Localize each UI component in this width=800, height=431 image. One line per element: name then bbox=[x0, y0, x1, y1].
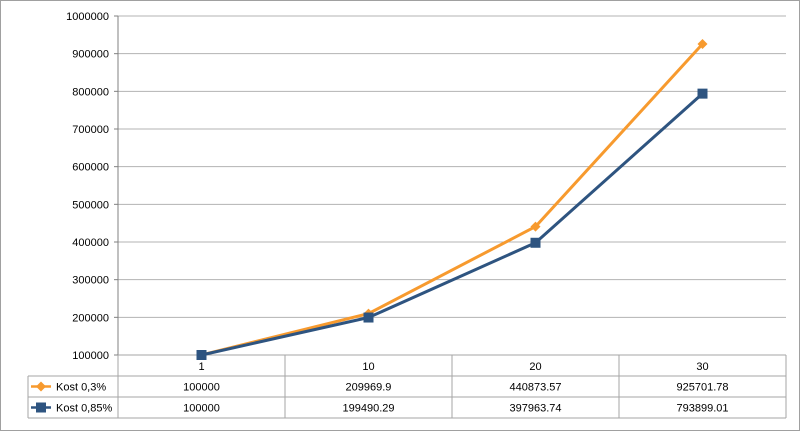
y-tick-label: 600000 bbox=[72, 162, 109, 174]
x-tick-label: 30 bbox=[696, 361, 708, 373]
table-value: 397963.74 bbox=[510, 403, 562, 415]
legend-label: Kost 0,3% bbox=[56, 382, 106, 394]
x-tick-label: 1 bbox=[198, 361, 204, 373]
y-tick-label: 100000 bbox=[72, 350, 109, 362]
y-tick-label: 400000 bbox=[72, 237, 109, 249]
y-tick-label: 300000 bbox=[72, 275, 109, 287]
legend-key-marker bbox=[36, 402, 46, 413]
data-point bbox=[363, 312, 374, 323]
data-point bbox=[530, 221, 541, 232]
series-line bbox=[201, 42, 704, 357]
y-tick-label: 700000 bbox=[72, 124, 109, 136]
x-tick-label: 10 bbox=[362, 361, 374, 373]
y-tick-label: 200000 bbox=[72, 312, 109, 324]
data-point bbox=[697, 88, 708, 99]
legend-label: Kost 0,85% bbox=[56, 403, 112, 415]
table-value: 209969.9 bbox=[346, 382, 392, 394]
table-value: 440873.57 bbox=[510, 382, 562, 394]
data-point bbox=[530, 237, 541, 248]
series-line bbox=[201, 92, 704, 357]
data-point bbox=[196, 350, 207, 360]
table-value: 100000 bbox=[183, 403, 220, 415]
y-tick-label: 800000 bbox=[72, 86, 109, 98]
table-value: 100000 bbox=[183, 382, 220, 394]
data-point bbox=[697, 38, 708, 49]
table-value: 199490.29 bbox=[343, 403, 395, 415]
y-tick-label: 900000 bbox=[72, 49, 109, 61]
y-tick-label: 1000000 bbox=[66, 11, 109, 23]
legend-key-marker bbox=[36, 381, 46, 392]
table-value: 925701.78 bbox=[677, 382, 729, 394]
y-tick-label: 500000 bbox=[72, 199, 109, 211]
x-tick-label: 20 bbox=[529, 361, 541, 373]
table-value: 793899.01 bbox=[677, 403, 729, 415]
